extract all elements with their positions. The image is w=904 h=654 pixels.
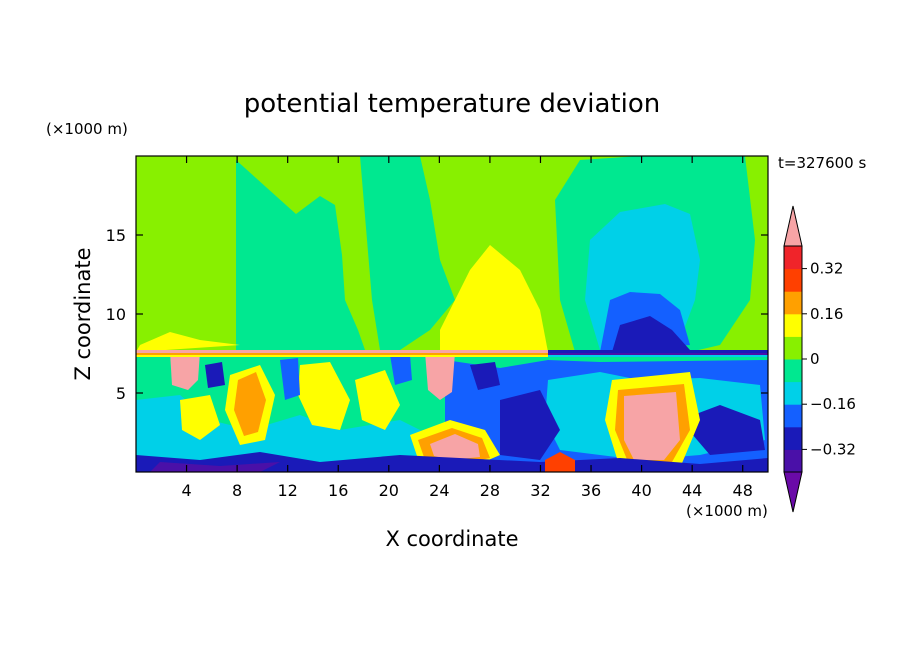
- x-tick-label: 4: [181, 481, 191, 500]
- y-axis: 5 10 15: [106, 226, 768, 403]
- x-tick-label: 8: [232, 481, 242, 500]
- lower-pink-cell-22km: [425, 352, 455, 400]
- y-tick-label: 15: [106, 226, 126, 245]
- lower-navy-right: [680, 405, 765, 455]
- lower-cold-streak-a: [280, 358, 300, 400]
- y-unit-label: (×1000 m): [46, 120, 128, 138]
- colorbar-swatch: [784, 313, 802, 337]
- colorbar-swatch: [784, 268, 802, 292]
- lower-cold-streak-d: [470, 362, 500, 390]
- x-tick-label: 16: [328, 481, 348, 500]
- colorbar-swatch: [784, 291, 802, 315]
- lower-pink-cell-40km: [624, 392, 680, 460]
- y-tick-label: 5: [116, 384, 126, 403]
- surface-cold-layer: [136, 452, 768, 472]
- colorbar-tick-label: −0.16: [810, 395, 856, 413]
- colorbar-swatch: [784, 449, 802, 473]
- upper-cool-plume-left: [236, 160, 365, 350]
- x-tick-label: 48: [733, 481, 753, 500]
- lower-cyan-left: [136, 395, 440, 472]
- x-tick-label: 28: [480, 481, 500, 500]
- lower-warm-streak-c: [355, 370, 400, 430]
- colorbar-swatch: [784, 359, 802, 383]
- x-tick-label: 32: [530, 481, 550, 500]
- upper-cold-navy: [612, 316, 690, 352]
- colorbar-swatch: [784, 336, 802, 360]
- lower-cold-streak-b: [390, 355, 412, 385]
- colorbar-swatch: [784, 404, 802, 428]
- contour-field: [136, 156, 768, 472]
- x-unit-label: (×1000 m): [686, 502, 768, 520]
- colorbar-swatch: [784, 381, 802, 405]
- colorbar-extend-high: [783, 205, 803, 247]
- x-tick-label: 12: [278, 481, 298, 500]
- upper-cool-plume-mid: [360, 156, 455, 350]
- x-tick-label: 36: [581, 481, 601, 500]
- lower-navy-center: [500, 390, 560, 460]
- colorbar-tick-label: −0.32: [810, 440, 856, 458]
- upper-warm-dome: [440, 245, 548, 352]
- colorbar-tick-label: 0: [810, 350, 820, 368]
- x-axis-label: X coordinate: [385, 527, 518, 551]
- colorbar-extend-low: [783, 471, 803, 513]
- x-tick-label: 40: [631, 481, 651, 500]
- colorbar-swatch: [784, 426, 802, 450]
- time-label: t=327600 s: [778, 154, 866, 172]
- inversion-yellow: [136, 355, 548, 357]
- lower-warm-streak-d: [180, 395, 220, 440]
- colorbar-tick-label: 0.16: [810, 305, 843, 323]
- colorbar: 0.32 0.16 0 −0.16 −0.32: [783, 205, 856, 513]
- x-tick-label: 24: [429, 481, 449, 500]
- inversion-purple: [548, 353, 768, 355]
- inversion-cyan: [548, 355, 768, 357]
- inversion-pink: [136, 350, 548, 353]
- inversion-band: [136, 350, 768, 357]
- colorbar-swatch: [784, 246, 802, 270]
- x-axis: 4 8 12 16 20 24 28 32 36 40 44 48: [181, 156, 753, 500]
- colorbar-tick-label: 0.32: [810, 260, 843, 278]
- upper-warm-left-band: [136, 332, 240, 352]
- surface-cold-layer-deep: [150, 462, 280, 472]
- lower-cold-streak-c: [205, 362, 225, 388]
- y-axis-label: Z coordinate: [71, 247, 95, 380]
- lower-warm-streak-b: [298, 362, 350, 430]
- surface-warm-spot-33km: [545, 452, 575, 472]
- lower-orange-streak-a: [234, 372, 266, 436]
- lower-pink-pool-24km: [430, 434, 480, 460]
- x-tick-label: 20: [379, 481, 399, 500]
- x-tick-label: 44: [682, 481, 702, 500]
- inversion-blue: [548, 350, 768, 353]
- inversion-orange: [136, 353, 548, 355]
- lower-field: [136, 352, 768, 472]
- lower-pink-cell-4km: [170, 352, 200, 390]
- chart-title: potential temperature deviation: [244, 89, 660, 119]
- upper-field: [136, 156, 755, 352]
- y-tick-label: 10: [106, 305, 126, 324]
